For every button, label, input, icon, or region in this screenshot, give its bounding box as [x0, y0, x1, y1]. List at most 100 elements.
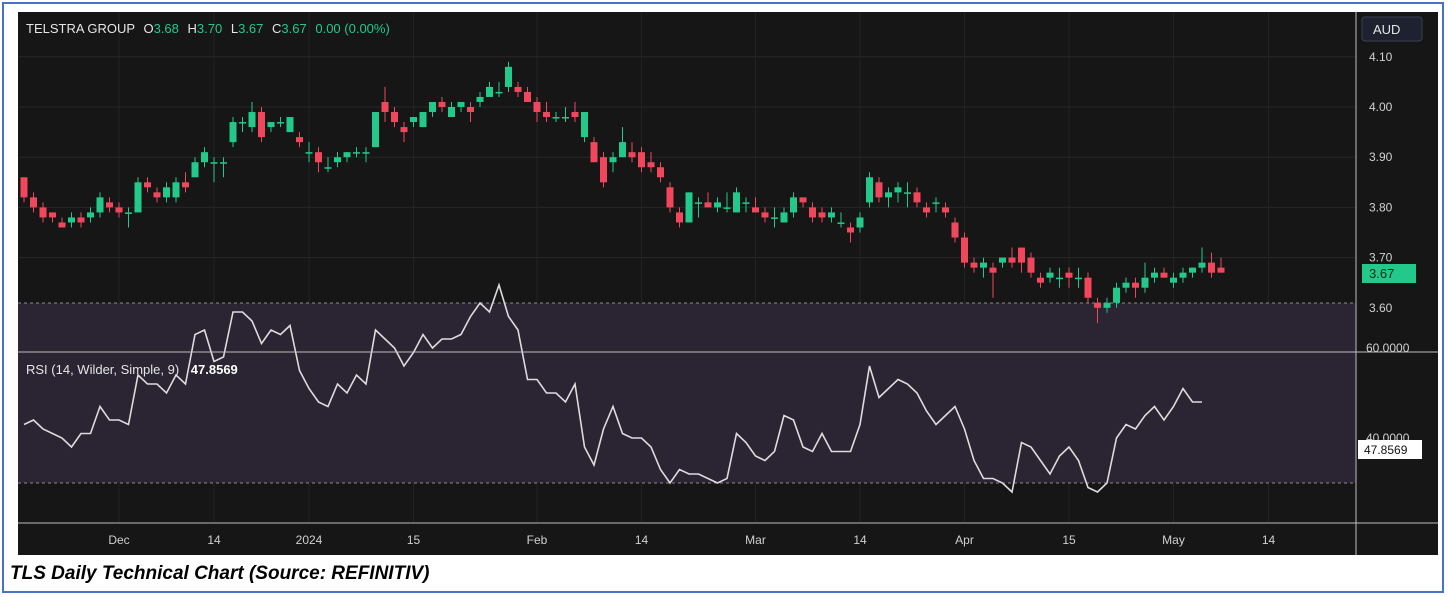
- candle: [1046, 267, 1054, 283]
- time-tick-label: Mar: [745, 533, 766, 547]
- candle: [989, 262, 997, 298]
- candle-body: [1084, 277, 1092, 298]
- candle-body: [77, 217, 85, 223]
- candle: [1198, 247, 1206, 273]
- time-tick-label: 15: [407, 533, 421, 547]
- candle-body: [1065, 272, 1073, 278]
- candle: [106, 197, 113, 213]
- candle: [248, 101, 256, 133]
- candle-body: [343, 152, 351, 158]
- candle: [457, 101, 465, 113]
- candle-body: [58, 222, 66, 228]
- candle-body: [638, 152, 645, 168]
- candle: [514, 81, 522, 97]
- candle: [894, 182, 902, 203]
- price-chart[interactable]: 4.10 4.00 3.90 3.80 3.70 3.60 Dec 14 2024 15 Feb 14…: [18, 12, 1438, 555]
- candle-body: [153, 192, 161, 198]
- candle: [856, 212, 864, 233]
- candle-body: [1208, 262, 1215, 273]
- candle: [543, 101, 550, 123]
- candle-body: [1122, 282, 1130, 288]
- candle: [438, 96, 446, 113]
- candle: [590, 137, 598, 163]
- candle: [410, 117, 417, 128]
- candle-body: [96, 197, 104, 213]
- candle-body: [353, 152, 360, 154]
- candle-body: [391, 112, 398, 123]
- price-tick-label: 4.10: [1369, 50, 1393, 64]
- candle-body: [799, 197, 807, 203]
- candle: [695, 197, 702, 218]
- candle: [220, 157, 227, 178]
- candle: [780, 207, 788, 223]
- low-value: 3.67: [238, 21, 263, 36]
- candle: [20, 177, 28, 203]
- candle-body: [771, 217, 778, 219]
- candle: [1189, 267, 1196, 278]
- candle-body: [125, 212, 132, 214]
- candle-body: [1046, 272, 1054, 278]
- candle-body: [628, 152, 636, 158]
- candle: [970, 257, 978, 273]
- candle-body: [837, 222, 845, 224]
- candle-body: [704, 202, 712, 208]
- candle: [885, 187, 892, 208]
- candle: [476, 91, 484, 107]
- candle: [1141, 262, 1149, 293]
- candle: [305, 142, 313, 163]
- currency-button[interactable]: AUD: [1361, 16, 1423, 42]
- candle-body: [381, 101, 389, 113]
- candle: [923, 202, 930, 218]
- candle: [761, 207, 769, 223]
- candle-body: [39, 207, 47, 218]
- time-tick-label: 14: [1262, 533, 1276, 547]
- candle: [267, 122, 275, 133]
- candle: [837, 212, 845, 228]
- candle: [505, 61, 512, 92]
- candle: [638, 147, 645, 173]
- candle-body: [524, 91, 531, 102]
- candle-body: [600, 157, 607, 183]
- candle: [628, 142, 636, 163]
- candle: [552, 112, 560, 123]
- candle-body: [666, 187, 674, 208]
- candle-body: [619, 142, 626, 158]
- candle: [1056, 267, 1063, 288]
- rsi-label: RSI (14, Wilder, Simple, 9): [26, 362, 179, 377]
- high-value: 3.70: [197, 21, 222, 36]
- candle: [115, 202, 123, 218]
- candle-body: [495, 91, 503, 94]
- candle: [277, 117, 284, 128]
- candle: [163, 182, 170, 203]
- candle: [666, 182, 674, 213]
- time-tick-label: 2024: [296, 533, 323, 547]
- candle-body: [961, 237, 968, 263]
- candle: [714, 197, 721, 213]
- candle-body: [239, 122, 246, 124]
- change-value: 0.00 (0.00%): [315, 21, 389, 36]
- candle: [999, 257, 1006, 268]
- candle: [1122, 277, 1130, 293]
- candle-body: [571, 112, 579, 118]
- candle: [1018, 247, 1025, 273]
- candle: [77, 212, 85, 228]
- candle-body: [315, 152, 322, 163]
- candle: [134, 177, 142, 213]
- candle-body: [562, 117, 569, 119]
- rsi-overbought-oversold-band: [18, 303, 1356, 483]
- candle-body: [1179, 272, 1187, 278]
- candle-body: [324, 167, 332, 169]
- candle: [239, 117, 246, 133]
- candle-body: [543, 112, 550, 118]
- candle: [733, 187, 740, 213]
- candle: [866, 172, 873, 208]
- candle-body: [1008, 257, 1016, 263]
- candle-body: [229, 122, 237, 143]
- candle-body: [780, 212, 788, 223]
- candle: [1084, 272, 1092, 303]
- price-tick-label: 3.60: [1369, 301, 1393, 315]
- time-tick-label: 14: [207, 533, 221, 547]
- candle-body: [267, 122, 275, 128]
- candle: [742, 197, 750, 213]
- candle-body: [1141, 277, 1149, 288]
